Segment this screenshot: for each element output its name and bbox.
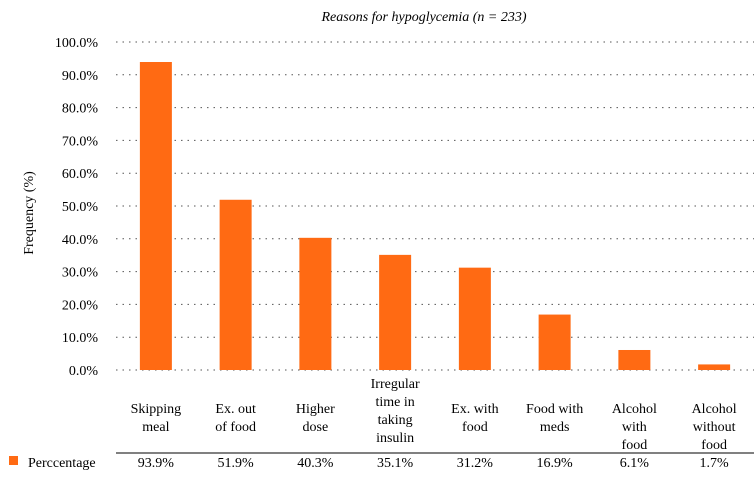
data-table: Perccentage 93.9% 51.9% 40.3% 35.1% 31.2% 16.9… (9, 452, 754, 471)
data-label: 93.9% (138, 456, 175, 471)
data-label: 40.3% (297, 456, 334, 471)
y-tick-label: 90.0% (62, 69, 99, 84)
category-label: Higher dose (296, 402, 335, 435)
bar (139, 62, 172, 371)
bars (139, 62, 731, 371)
y-tick-label: 0.0% (69, 364, 99, 379)
bar (698, 364, 731, 370)
data-label: 16.9% (537, 456, 574, 471)
category-label: Irregular time in taking insulin (371, 377, 420, 446)
category-label: Ex. with food (451, 402, 498, 435)
y-axis-ticks: 0.0% 10.0% 20.0% 30.0% 40.0% 50.0% 60.0% 70.0% 8… (55, 36, 99, 379)
y-tick-label: 20.0% (62, 298, 99, 313)
bar (379, 254, 412, 370)
chart-title: Reasons for hypoglycemia (n = 233) (320, 10, 526, 25)
data-label: 31.2% (457, 456, 494, 471)
category-label: Skipping meal (131, 402, 182, 435)
y-tick-label: 100.0% (55, 36, 99, 51)
gridlines (116, 41, 754, 371)
y-tick-label: 50.0% (62, 200, 99, 215)
bar (458, 267, 491, 370)
category-labels: Skipping meal Ex. out of food Higher dose Irre… (131, 377, 737, 453)
legend-label: Perccentage (28, 456, 96, 471)
y-axis-label: Frequency (%) (22, 171, 37, 255)
bar (618, 349, 651, 370)
y-tick-label: 60.0% (62, 167, 99, 182)
y-tick-label: 30.0% (62, 266, 99, 281)
legend-swatch (9, 456, 18, 465)
bar (538, 314, 571, 370)
data-label: 35.1% (377, 456, 414, 471)
data-label: 6.1% (620, 456, 650, 471)
data-label: 1.7% (700, 456, 730, 471)
y-tick-label: 70.0% (62, 134, 99, 149)
category-label: Alcohol without food (692, 402, 737, 453)
bar (219, 199, 252, 370)
bar (299, 237, 332, 370)
y-tick-label: 10.0% (62, 331, 99, 346)
y-tick-label: 80.0% (62, 102, 99, 117)
data-label: 51.9% (218, 456, 255, 471)
y-tick-label: 40.0% (62, 233, 99, 248)
category-label: Alcohol with food (612, 402, 657, 453)
category-label: Food with meds (526, 402, 583, 435)
category-label: Ex. out of food (215, 402, 256, 435)
